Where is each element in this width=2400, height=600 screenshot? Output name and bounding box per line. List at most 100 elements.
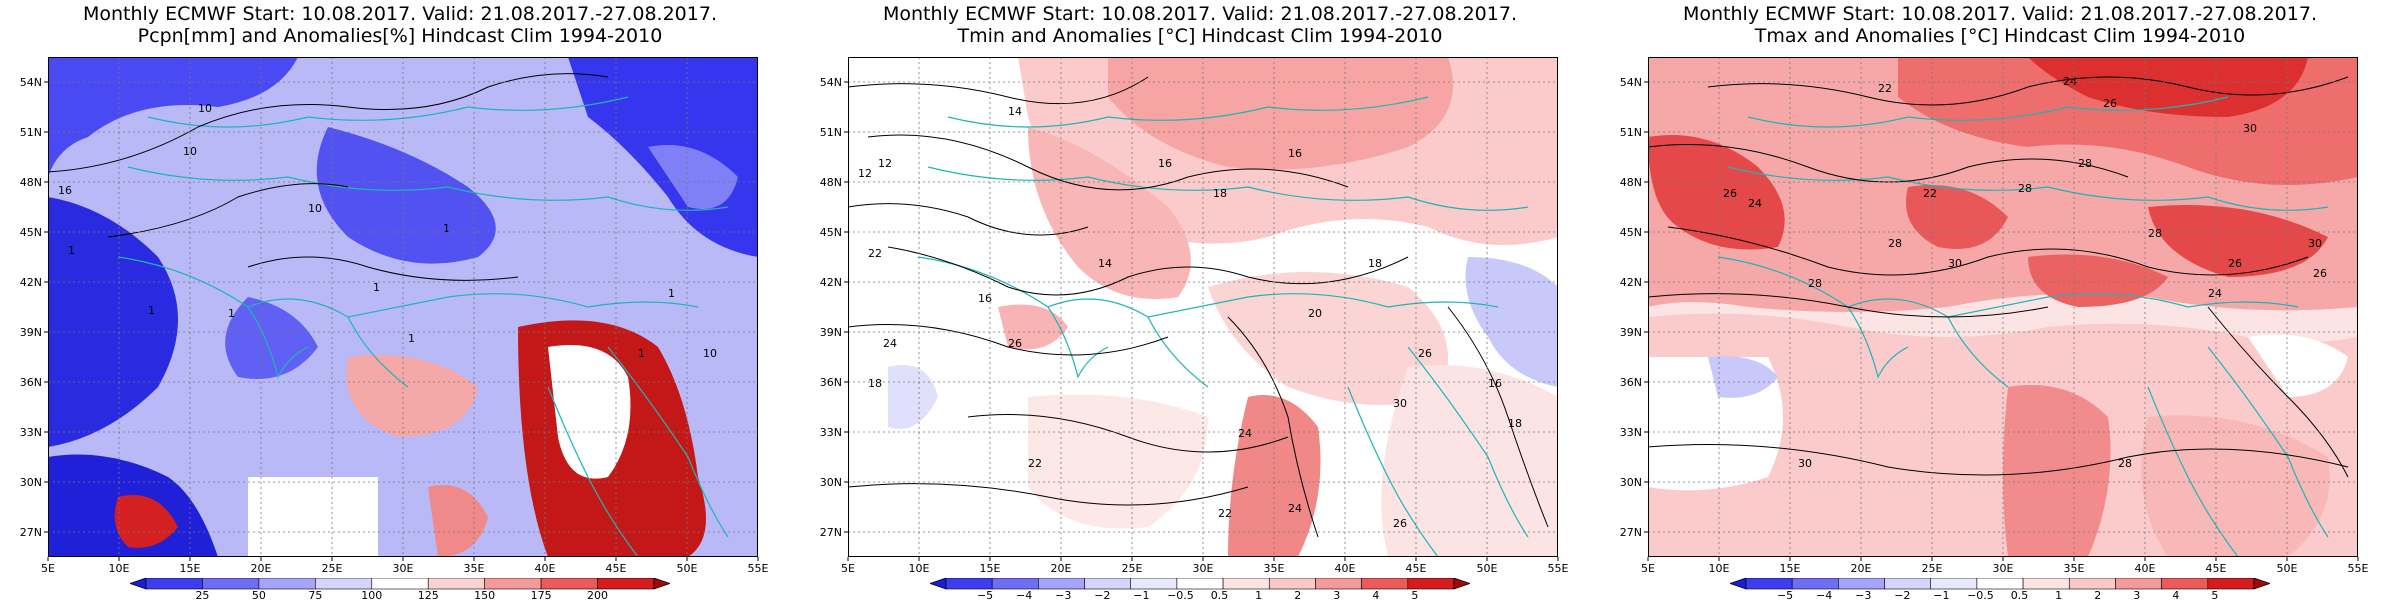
lat-tick-label: 51N <box>820 126 842 139</box>
lat-tick-label: 27N <box>820 526 842 539</box>
precip-map: 16 10 10 10 1 1 1 1 1 1 1 10 1 5E 10E 15E 2… <box>20 57 769 575</box>
contour-label: 26 <box>1418 347 1432 360</box>
lat-tick-label: 48N <box>1620 176 1642 189</box>
colorbar-label: 2 <box>2094 589 2101 600</box>
lat-tick-label: 36N <box>20 376 42 389</box>
colorbar-segment <box>1884 578 1932 590</box>
lon-tick-label: 15E <box>1780 562 1801 575</box>
lon-tick-label: 40E <box>1335 562 1356 575</box>
lon-tick-label: 55E <box>2348 562 2369 575</box>
colorbar-segment <box>427 578 485 590</box>
colorbar-segment <box>145 578 203 590</box>
lat-tick-label: 39N <box>1620 326 1642 339</box>
panel-tmin: Monthly ECMWF Start: 10.08.2017. Valid: … <box>800 0 1600 600</box>
contour-label: 26 <box>1393 517 1407 530</box>
lat-tick-label: 45N <box>820 226 842 239</box>
lon-tick-label: 50E <box>1477 562 1498 575</box>
contour-label: 1 <box>443 222 450 235</box>
contours <box>847 76 1549 538</box>
tmax-field <box>1648 57 2358 557</box>
colorbar-label: −1 <box>1933 589 1949 600</box>
lat-tick-label: 39N <box>20 326 42 339</box>
contour-label: 26 <box>1008 337 1022 350</box>
contour-label: 1 <box>638 347 645 360</box>
panel-title-line2: Tmin and Anomalies [°C] Hindcast Clim 19… <box>957 25 1443 47</box>
lat-tick-label: 30N <box>820 476 842 489</box>
lon-tick-label: 25E <box>1122 562 1143 575</box>
lat-tick-label: 42N <box>820 276 842 289</box>
lon-tick-label: 50E <box>677 562 698 575</box>
colorbar-label: −3 <box>1055 589 1071 600</box>
lon-tick-label: 10E <box>1709 562 1730 575</box>
contour-label: 1 <box>373 281 380 294</box>
colorbar-label: 150 <box>474 589 495 600</box>
lon-tick-label: 15E <box>980 562 1001 575</box>
lon-tick-label: 5E <box>41 562 55 575</box>
lon-tick-label: 20E <box>1851 562 1872 575</box>
colorbar-segment <box>2161 578 2209 590</box>
lon-tick-label: 40E <box>535 562 556 575</box>
graticule: 5E 10E 15E 20E 25E 30E 35E 40E 45E 50E 55E 54N 51N 48… <box>1620 57 2369 575</box>
colorbar-label: −0.5 <box>1167 589 1194 600</box>
colorbar-label: −2 <box>1094 589 1110 600</box>
lon-tick-label: 25E <box>1922 562 1943 575</box>
lat-tick-label: 54N <box>1620 76 1642 89</box>
lon-tick-label: 20E <box>251 562 272 575</box>
contour-label: 16 <box>978 292 992 305</box>
contours <box>47 73 609 281</box>
panel-title-line1: Monthly ECMWF Start: 10.08.2017. Valid: … <box>1683 3 2317 25</box>
colorbar-segment <box>1038 578 1085 590</box>
contour-label: 30 <box>2308 237 2322 250</box>
contour-label: 22 <box>1028 457 1042 470</box>
precip-field <box>48 57 758 557</box>
colorbar-segment <box>1361 578 1409 590</box>
colorbar-segment <box>2115 578 2162 590</box>
colorbar-label: 50 <box>252 589 266 600</box>
contour-label: 20 <box>1308 307 1322 320</box>
lon-tick-label: 5E <box>1641 562 1655 575</box>
colorbar-segment <box>1315 578 1362 590</box>
colorbar-extend-high <box>2253 578 2270 590</box>
contour-label: 18 <box>1213 187 1227 200</box>
contour-label: 30 <box>1393 397 1407 410</box>
colorbar-label: 3 <box>2133 589 2140 600</box>
map-frame <box>48 57 758 557</box>
lat-tick-label: 45N <box>20 226 42 239</box>
contour-label: 1 <box>148 304 155 317</box>
colorbar-segment <box>1268 578 1316 590</box>
contour-labels: 12 14 16 18 16 12 14 22 16 18 24 26 22 1… <box>858 105 1522 530</box>
lat-tick-label: 36N <box>820 376 842 389</box>
map-frame <box>848 57 1558 557</box>
graticule: 5E 10E 15E 20E 25E 30E 35E 40E 45E 50E 55E 54N 51N 48… <box>20 57 769 575</box>
colorbar-segment <box>1838 578 1885 590</box>
colorbar-segment <box>2022 578 2070 590</box>
contour-label: 28 <box>1888 237 1902 250</box>
colorbar-label: 5 <box>1411 589 1418 600</box>
colorbar-label: 1 <box>2055 589 2062 600</box>
colorbar-segment <box>315 578 373 590</box>
contour-label: 16 <box>1288 147 1302 160</box>
lat-tick-label: 36N <box>1620 376 1642 389</box>
panel-title-line2: Pcpn[mm] and Anomalies[%] Hindcast Clim … <box>137 25 663 47</box>
contours <box>1647 76 2349 478</box>
tmax-map: 24 22 26 28 30 28 26 24 22 28 30 28 26 2… <box>1620 57 2369 575</box>
contour-label: 26 <box>2228 257 2242 270</box>
colorbar-label: 4 <box>1372 589 1379 600</box>
colorbar-label: −1 <box>1133 589 1149 600</box>
colorbar-extend-low <box>1730 578 1747 590</box>
colorbar-label: −5 <box>1777 589 1793 600</box>
contour-label: 16 <box>1158 157 1172 170</box>
colorbar-label: 1 <box>1255 589 1262 600</box>
colorbar-extend-high <box>653 578 670 590</box>
colorbar-label: −4 <box>1816 589 1832 600</box>
colorbar-segment <box>258 578 316 590</box>
lat-tick-label: 27N <box>1620 526 1642 539</box>
colorbar-label: 125 <box>418 589 439 600</box>
colorbar-segment <box>597 578 655 590</box>
contour-label: 16 <box>1488 377 1502 390</box>
colorbar-segment <box>1130 578 1178 590</box>
lat-tick-label: 42N <box>1620 276 1642 289</box>
colorbar-segment <box>2068 578 2116 590</box>
colorbar-segment <box>1976 578 2024 590</box>
panel-tmax: Monthly ECMWF Start: 10.08.2017. Valid: … <box>1600 0 2400 600</box>
